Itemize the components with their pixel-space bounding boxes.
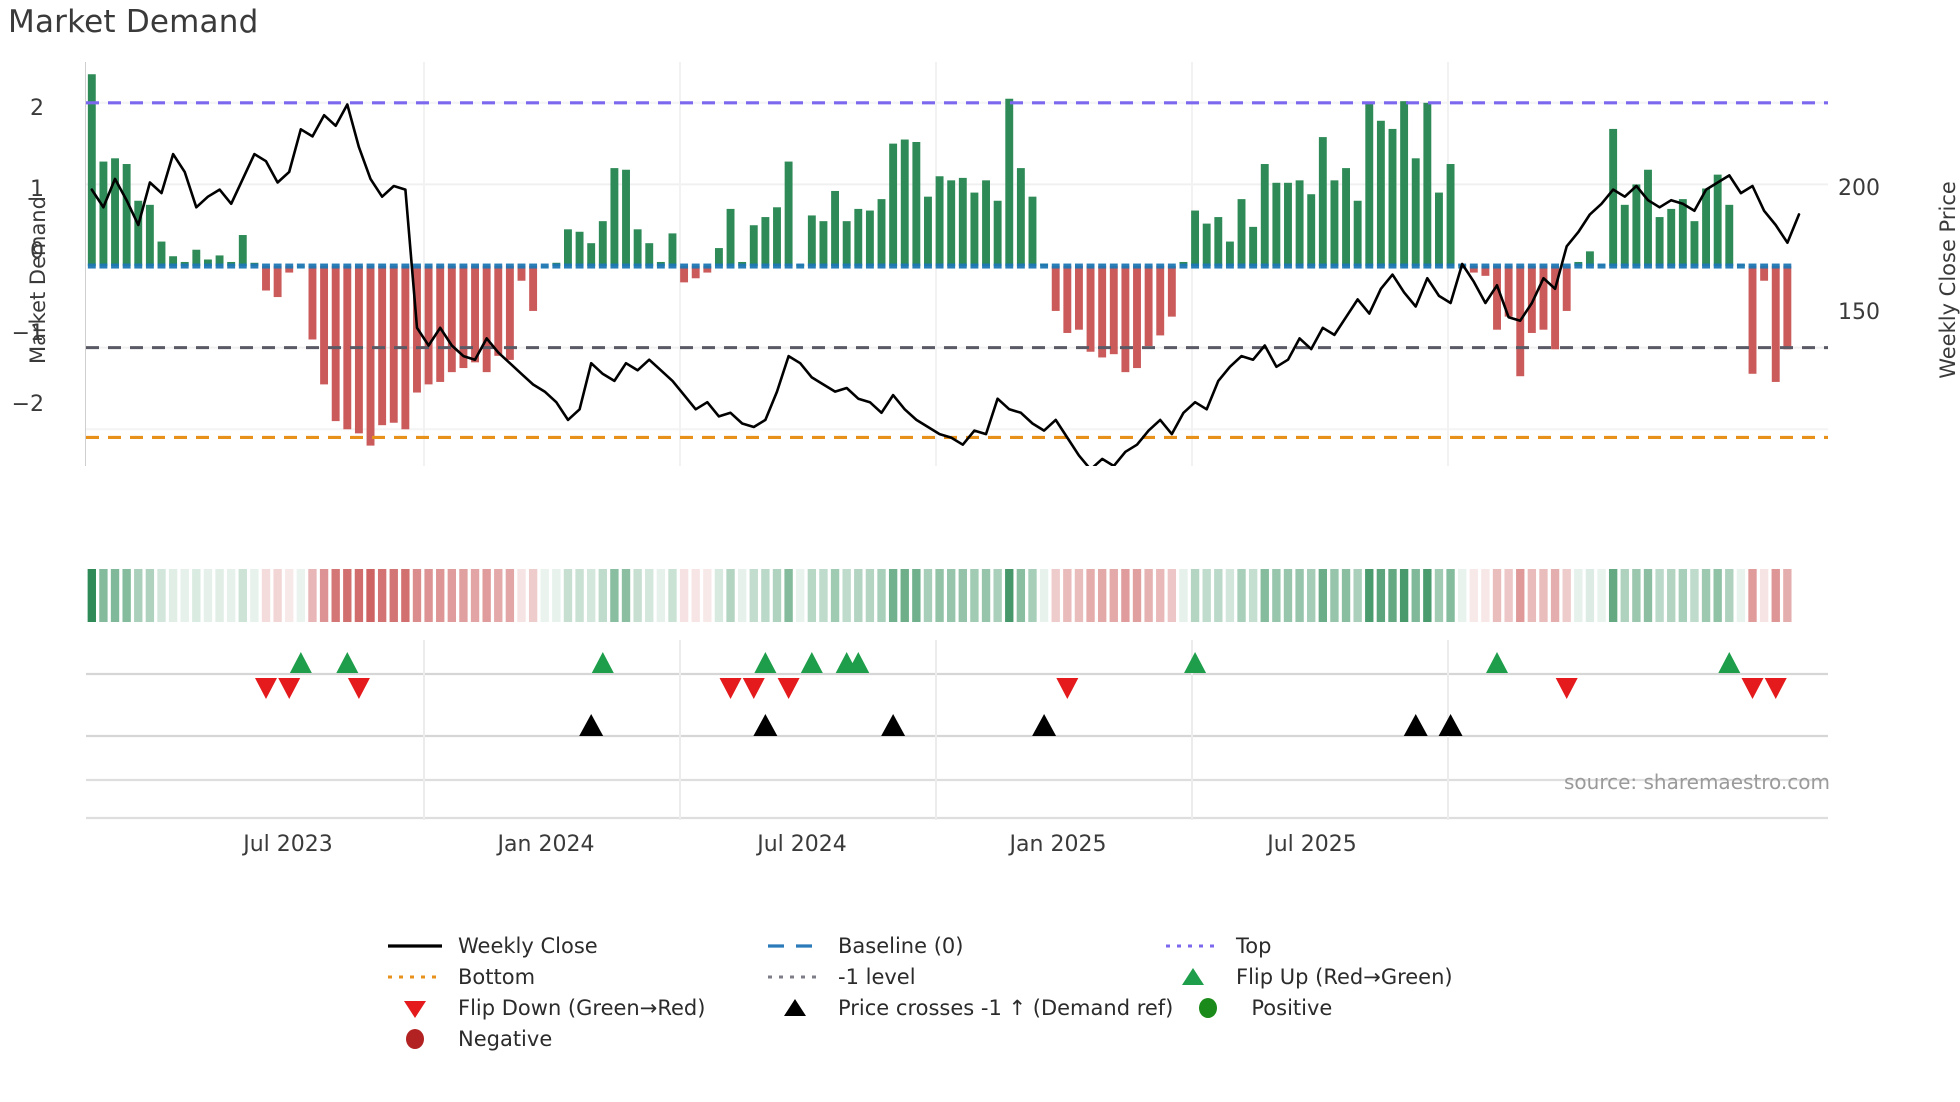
legend-label: Positive [1251, 995, 1333, 1020]
y-axis-spine [85, 62, 86, 466]
chart-legend: Weekly Close Baseline (0) Top Bottom -1 … [380, 930, 1780, 1054]
chart-title: Market Demand [8, 4, 259, 40]
solid-line-icon [380, 930, 458, 961]
legend-label: Price crosses -1 ↑ (Demand ref) [838, 995, 1174, 1020]
legend-row-1: Weekly Close Baseline (0) Top [380, 930, 1780, 961]
triangle-down-icon [380, 992, 458, 1023]
x-tick-4: Jul 2025 [1267, 832, 1357, 857]
y-tick-left-0: 2 [30, 96, 44, 121]
legend-item-minus-one[interactable]: -1 level [760, 961, 1158, 992]
x-tick-0: Jul 2023 [243, 832, 333, 857]
x-tick-1: Jan 2024 [497, 832, 595, 857]
y-tick-right-0: 200 [1838, 176, 1880, 201]
legend-item-top[interactable]: Top [1158, 930, 1578, 961]
demand-intensity-strip [87, 569, 1792, 622]
dashed-line-icon [760, 930, 838, 961]
y-tick-left-3: −1 [11, 321, 44, 346]
dotted-line-icon [1158, 930, 1236, 961]
weekly-close-line [90, 103, 1801, 466]
legend-label: Top [1236, 933, 1272, 958]
legend-item-positive[interactable]: Positive [1173, 992, 1593, 1023]
legend-item-baseline[interactable]: Baseline (0) [760, 930, 1158, 961]
triangle-up-icon [1158, 961, 1236, 992]
legend-item-weekly-close[interactable]: Weekly Close [380, 930, 760, 961]
legend-label: Baseline (0) [838, 933, 964, 958]
legend-row-3: Flip Down (Green→Red) Price crosses -1 ↑… [380, 992, 1780, 1023]
y-tick-left-1: 1 [30, 177, 44, 202]
marker-rows [86, 640, 1828, 820]
dotted-line-icon [380, 961, 458, 992]
legend-label: Bottom [458, 964, 536, 989]
legend-label: Weekly Close [458, 933, 598, 958]
source-attribution: source: sharemaestro.com [1564, 770, 1830, 794]
y-tick-left-4: −2 [11, 392, 44, 417]
legend-item-price-cross[interactable]: Price crosses -1 ↑ (Demand ref) [760, 992, 1173, 1023]
circle-icon [380, 1023, 458, 1054]
legend-item-bottom[interactable]: Bottom [380, 961, 760, 992]
dotted-line-icon [760, 961, 838, 992]
legend-label: Flip Down (Green→Red) [458, 995, 706, 1020]
legend-row-4: Negative [380, 1023, 1780, 1054]
x-tick-3: Jan 2025 [1009, 832, 1107, 857]
legend-row-2: Bottom -1 level Flip Up (Red→Green) [380, 961, 1780, 992]
main-plot [86, 62, 1828, 466]
legend-item-negative[interactable]: Negative [380, 1023, 760, 1054]
legend-item-flip-down[interactable]: Flip Down (Green→Red) [380, 992, 760, 1023]
marker-glyphs [255, 652, 1787, 736]
reference-lines [86, 101, 1828, 440]
demand-bars [87, 74, 1792, 446]
x-tick-2: Jul 2024 [757, 832, 847, 857]
legend-label: -1 level [838, 964, 916, 989]
legend-item-flip-up[interactable]: Flip Up (Red→Green) [1158, 961, 1578, 992]
y-tick-right-1: 150 [1838, 300, 1880, 325]
y-axis-label-right: Weekly Close Price [1936, 181, 1960, 379]
y-tick-left-2: 0 [30, 239, 44, 264]
triangle-up-icon [760, 992, 838, 1023]
legend-label: Flip Up (Red→Green) [1236, 964, 1453, 989]
legend-label: Negative [458, 1026, 553, 1051]
circle-icon [1173, 992, 1251, 1023]
